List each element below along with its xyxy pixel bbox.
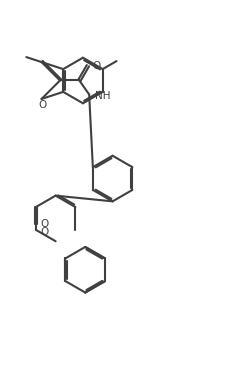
Text: NH: NH [95, 91, 110, 101]
Text: O: O [40, 227, 49, 237]
Text: O: O [92, 61, 100, 71]
Text: O: O [40, 219, 49, 229]
Text: O: O [38, 100, 47, 110]
